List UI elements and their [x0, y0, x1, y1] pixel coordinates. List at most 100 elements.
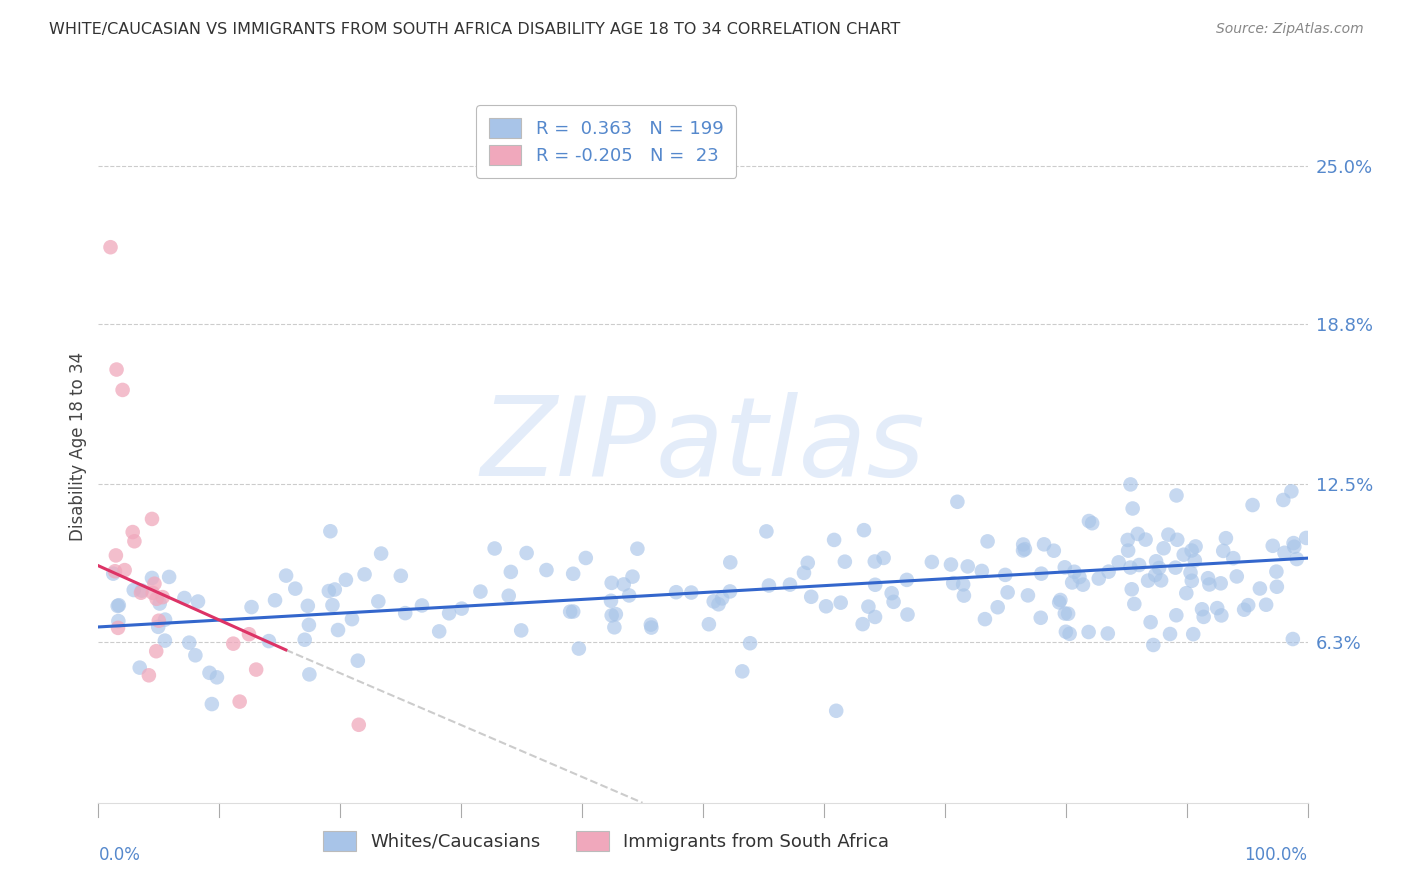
Point — [718, 555, 741, 569]
Point — [1043, 543, 1066, 558]
Point — [779, 577, 801, 591]
Point — [198, 665, 221, 680]
Point — [1233, 603, 1256, 617]
Point — [1054, 624, 1077, 639]
Point — [179, 635, 201, 649]
Point — [1153, 541, 1175, 556]
Point — [1166, 533, 1188, 547]
Point — [1295, 531, 1317, 545]
Point — [1272, 493, 1295, 508]
Point — [1116, 533, 1139, 547]
Point — [1192, 610, 1215, 624]
Point — [1211, 608, 1233, 623]
Point — [697, 617, 720, 632]
Point — [731, 665, 754, 679]
Point — [1053, 560, 1076, 574]
Point — [240, 600, 263, 615]
Point — [1226, 569, 1249, 583]
Point — [1144, 568, 1167, 582]
Point — [1164, 560, 1187, 574]
Point — [1116, 543, 1139, 558]
Point — [107, 599, 129, 613]
Point — [394, 606, 416, 620]
Point — [974, 612, 997, 626]
Point — [896, 573, 918, 587]
Y-axis label: Disability Age 18 to 34: Disability Age 18 to 34 — [69, 351, 87, 541]
Point — [145, 591, 167, 606]
Point — [617, 589, 640, 603]
Point — [718, 584, 741, 599]
Point — [1123, 597, 1146, 611]
Point — [238, 627, 260, 641]
Point — [1137, 574, 1160, 588]
Point — [427, 624, 450, 639]
Point — [605, 607, 627, 622]
Point — [1184, 540, 1206, 554]
Point — [1031, 566, 1053, 581]
Point — [1249, 582, 1271, 596]
Point — [1033, 537, 1056, 551]
Point — [852, 523, 875, 537]
Legend: Whites/Caucasians, Immigrants from South Africa: Whites/Caucasians, Immigrants from South… — [316, 823, 897, 858]
Point — [880, 586, 903, 600]
Point — [825, 704, 848, 718]
Point — [149, 597, 172, 611]
Point — [896, 607, 918, 622]
Point — [921, 555, 943, 569]
Point — [1184, 553, 1206, 567]
Point — [111, 383, 134, 397]
Point — [257, 634, 280, 648]
Point — [1159, 627, 1181, 641]
Point — [1097, 565, 1119, 579]
Point — [148, 614, 170, 628]
Point — [143, 576, 166, 591]
Point — [353, 567, 375, 582]
Point — [1173, 548, 1195, 562]
Point — [1256, 598, 1278, 612]
Point — [1166, 488, 1188, 502]
Point — [105, 362, 128, 376]
Point — [1122, 501, 1144, 516]
Point — [640, 617, 662, 632]
Point — [1119, 477, 1142, 491]
Point — [1282, 632, 1305, 646]
Point — [858, 599, 880, 614]
Point — [568, 641, 591, 656]
Point — [852, 617, 875, 632]
Point — [104, 549, 127, 563]
Point — [122, 582, 145, 597]
Point — [297, 599, 319, 613]
Point — [939, 558, 962, 572]
Point — [157, 570, 180, 584]
Point — [1063, 565, 1085, 579]
Point — [1166, 608, 1188, 623]
Point — [1071, 577, 1094, 591]
Point — [411, 599, 433, 613]
Point — [863, 578, 886, 592]
Point — [323, 582, 346, 597]
Point — [793, 566, 815, 580]
Point — [613, 577, 636, 591]
Point — [114, 563, 136, 577]
Point — [107, 621, 129, 635]
Point — [711, 591, 734, 606]
Point — [1012, 543, 1035, 558]
Point — [1279, 484, 1302, 499]
Point — [834, 555, 856, 569]
Point — [131, 583, 153, 598]
Point — [600, 594, 623, 608]
Point — [952, 577, 974, 591]
Point — [1265, 565, 1288, 579]
Point — [562, 605, 585, 619]
Point — [1029, 611, 1052, 625]
Point — [946, 495, 969, 509]
Point — [1049, 593, 1071, 607]
Point — [173, 591, 195, 605]
Point — [1274, 546, 1296, 560]
Point — [470, 584, 492, 599]
Point — [1087, 572, 1109, 586]
Point — [1191, 602, 1213, 616]
Point — [264, 593, 287, 607]
Point — [562, 566, 585, 581]
Point — [1261, 539, 1284, 553]
